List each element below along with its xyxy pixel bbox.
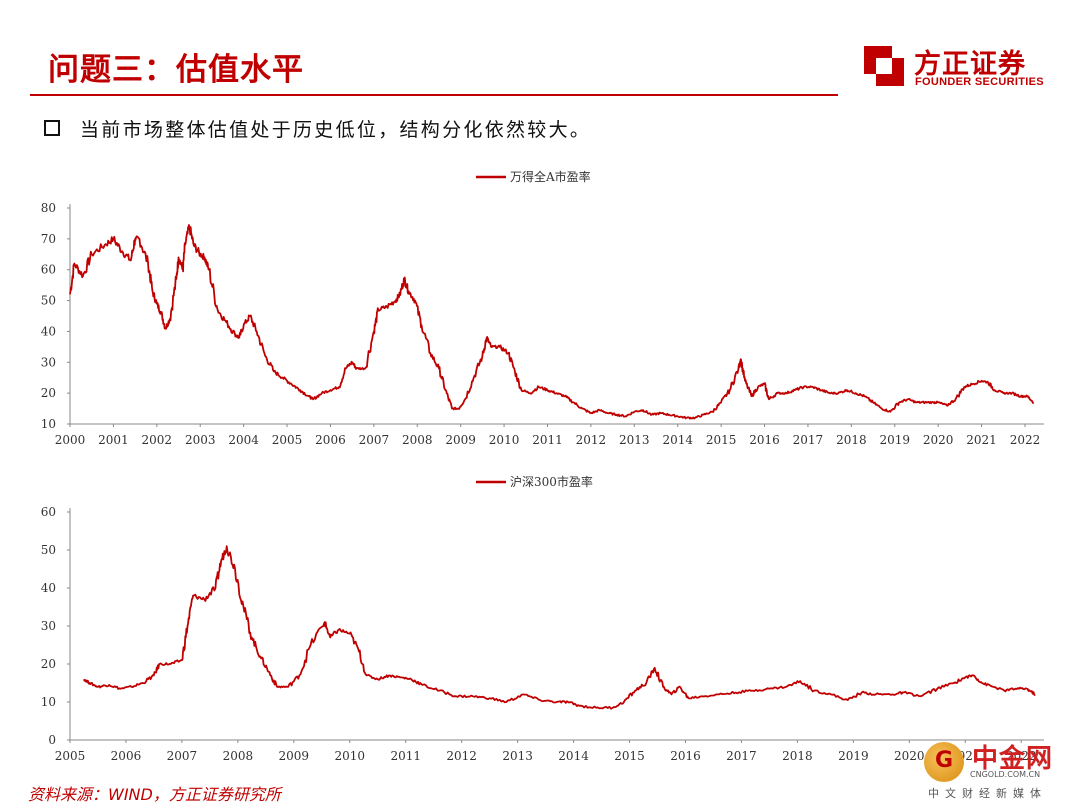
series-line: [69, 224, 1035, 420]
x-tick-label: 2008: [402, 433, 433, 447]
x-tick-label: 2019: [879, 433, 910, 447]
series-line: [83, 545, 1036, 710]
source-note: 资料来源：WIND，方正证券研究所: [28, 785, 281, 804]
watermark-tagline: 中文财经新媒体: [928, 787, 1047, 800]
x-tick-label: 2000: [55, 433, 86, 447]
watermark-brand: 中金网: [972, 744, 1054, 774]
bullet-point: 当前市场整体估值处于历史低位，结构分化依然较大。: [80, 119, 592, 141]
csi300-pe-chart: 0 10 20 30 40 50 60 2005 2006 2007 2008 2009 2010 201…: [41, 474, 1044, 763]
y-tick-label: 10: [41, 695, 56, 709]
x-tick-label: 2017: [793, 433, 824, 447]
x-tick-label: 2012: [446, 749, 477, 763]
y-tick-label: 0: [48, 733, 56, 747]
x-tick-label: 2006: [111, 749, 142, 763]
y-tick-label: 70: [41, 232, 56, 246]
x-tick-label: 2014: [662, 433, 693, 447]
x-tick-label: 2004: [228, 433, 259, 447]
x-tick-label: 2007: [359, 433, 390, 447]
watermark-url: CNGOLD.COM.CN: [970, 770, 1041, 779]
x-tick-label: 2011: [390, 749, 421, 763]
x-tick-label: 2016: [749, 433, 780, 447]
company-logo: 方正证券 FOUNDER SECURITIES: [862, 42, 1052, 94]
x-tick-label: 2015: [614, 749, 645, 763]
x-tick-label: 2021: [966, 433, 997, 447]
logo-text-en: FOUNDER SECURITIES: [915, 76, 1044, 88]
x-tick-label: 2011: [532, 433, 563, 447]
legend-label: 万得全A市盈率: [510, 169, 591, 184]
x-tick-label: 2018: [836, 433, 867, 447]
x-tick-label: 2012: [576, 433, 607, 447]
y-tick-label: 10: [41, 417, 56, 431]
x-tick-label: 2009: [279, 749, 310, 763]
x-tick-label: 2008: [223, 749, 254, 763]
x-tick-label: 2002: [142, 433, 173, 447]
cngold-watermark: G 中金网 CNGOLD.COM.CN 中文财经新媒体: [924, 738, 1074, 804]
x-tick-label: 2017: [726, 749, 757, 763]
x-tick-label: 2014: [558, 749, 589, 763]
x-tick-label: 2010: [489, 433, 520, 447]
x-tick-label: 2015: [706, 433, 737, 447]
y-tick-label: 60: [41, 263, 56, 277]
page-title: 问题三：估值水平: [48, 52, 304, 88]
x-tick-label: 2007: [167, 749, 198, 763]
y-tick-label: 50: [41, 543, 56, 557]
y-tick-label: 30: [41, 619, 56, 633]
title-divider: [30, 94, 838, 96]
legend-label: 沪深300市盈率: [510, 474, 593, 489]
x-tick-label: 2009: [445, 433, 476, 447]
x-tick-label: 2013: [502, 749, 533, 763]
logo-text-cn: 方正证券: [914, 49, 1026, 80]
x-tick-label: 2010: [334, 749, 365, 763]
bullet-square-icon: [44, 120, 60, 136]
x-tick-label: 2016: [670, 749, 701, 763]
y-tick-label: 20: [41, 386, 56, 400]
x-tick-label: 2003: [185, 433, 216, 447]
x-tick-label: 2020: [894, 749, 925, 763]
x-tick-label: 2022: [1006, 749, 1037, 763]
x-tick-label: 2013: [619, 433, 650, 447]
y-tick-label: 20: [41, 657, 56, 671]
gold-coin-icon: G: [924, 742, 964, 782]
x-tick-label: 2020: [923, 433, 954, 447]
y-tick-label: 50: [41, 294, 56, 308]
x-tick-label: 2001: [98, 433, 129, 447]
y-tick-label: 80: [41, 201, 56, 215]
x-tick-label: 2022: [1010, 433, 1041, 447]
x-tick-label: 2019: [838, 749, 869, 763]
founder-logo-icon: [864, 46, 904, 86]
y-tick-label: 40: [41, 581, 56, 595]
y-tick-label: 40: [41, 324, 56, 338]
y-tick-label: 60: [41, 505, 56, 519]
y-tick-label: 30: [41, 355, 56, 369]
wind-all-a-pe-chart: 10 20 30 40 50 60 70 80 2000 2001 2002 2003 2004 2005…: [41, 169, 1044, 447]
legend: 沪深300市盈率: [476, 474, 593, 489]
x-tick-label: 2006: [315, 433, 346, 447]
x-tick-label: 2018: [782, 749, 813, 763]
legend: 万得全A市盈率: [476, 169, 591, 184]
x-tick-label: 2005: [55, 749, 86, 763]
x-tick-label: 2005: [272, 433, 303, 447]
